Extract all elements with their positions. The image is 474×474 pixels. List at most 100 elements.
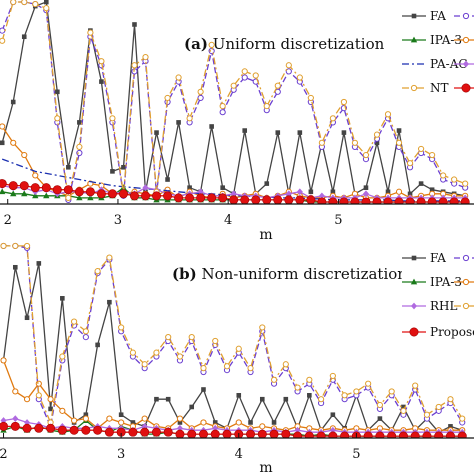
data-point <box>175 429 185 438</box>
data-point <box>423 411 431 418</box>
data-point <box>188 334 195 341</box>
data-point <box>401 404 406 410</box>
legend-marker <box>461 83 471 93</box>
data-point <box>176 415 184 422</box>
data-point <box>163 191 173 201</box>
data-point <box>41 183 51 193</box>
data-point <box>154 130 159 135</box>
legend-label: IPA-3 <box>430 33 462 47</box>
data-point <box>87 29 94 36</box>
series-nt <box>0 242 466 426</box>
data-point <box>19 181 29 191</box>
x-tick-label: 2 <box>4 213 12 228</box>
data-point <box>207 193 217 203</box>
panel-a: 2 3 4 5 m (a) Uniform discretization FA L IPA-3 P… <box>0 0 474 243</box>
legend-entry-proposed: Proposed <box>402 325 474 339</box>
data-point <box>208 41 215 48</box>
data-point <box>176 120 181 125</box>
data-point <box>435 403 442 411</box>
data-point <box>174 193 184 203</box>
data-point <box>229 195 239 204</box>
legend-marker <box>462 254 470 262</box>
data-point <box>200 419 207 426</box>
data-point <box>21 34 27 40</box>
data-point <box>141 415 148 422</box>
data-point <box>220 185 225 190</box>
data-point <box>306 376 313 383</box>
data-point <box>223 363 231 370</box>
legend-entry-fa: FA <box>402 9 446 23</box>
data-point <box>74 187 84 197</box>
data-point <box>273 195 283 204</box>
series-fa <box>0 0 468 199</box>
data-point <box>263 102 270 110</box>
data-point <box>416 197 426 204</box>
data-point <box>66 164 71 170</box>
data-point <box>363 185 369 190</box>
legend-entry-lam <box>454 278 474 286</box>
data-point <box>118 189 128 199</box>
data-point <box>196 193 206 203</box>
data-point <box>35 392 42 399</box>
data-point <box>164 94 171 102</box>
data-point <box>385 189 391 195</box>
data-point <box>151 427 161 437</box>
data-point <box>317 396 325 403</box>
series-line <box>1 1 466 199</box>
x-tick-label: 3 <box>117 447 125 462</box>
data-point <box>241 74 248 81</box>
data-point <box>270 376 278 383</box>
x-tick-label: 2 <box>0 447 8 462</box>
data-point <box>82 328 89 335</box>
data-point <box>60 296 65 301</box>
plot-area <box>0 0 470 204</box>
data-point <box>457 431 467 438</box>
data-point <box>405 197 415 204</box>
data-point <box>176 353 184 360</box>
data-point <box>388 388 395 395</box>
data-point <box>76 143 83 150</box>
data-point <box>21 190 28 197</box>
data-point <box>259 423 266 430</box>
data-point <box>422 431 432 438</box>
data-point <box>387 431 397 438</box>
data-point <box>363 431 373 438</box>
data-point <box>82 334 89 341</box>
legend-marker <box>462 36 470 44</box>
data-point <box>24 315 30 321</box>
data-point <box>341 130 347 135</box>
data-point <box>34 423 44 433</box>
data-point <box>76 194 83 201</box>
data-point <box>106 415 113 422</box>
data-point <box>396 128 402 133</box>
data-point <box>459 415 466 422</box>
data-point <box>218 193 228 203</box>
data-point <box>383 197 393 204</box>
data-point <box>329 115 337 122</box>
legend-marker <box>463 60 469 68</box>
data-point <box>10 99 16 105</box>
data-point <box>0 421 9 431</box>
data-point <box>165 177 170 182</box>
data-point <box>285 62 292 69</box>
data-point <box>32 192 39 199</box>
x-tick-label: 4 <box>224 213 232 228</box>
data-point <box>10 190 17 197</box>
data-point <box>0 179 7 189</box>
data-point <box>230 82 237 89</box>
data-point <box>283 396 289 402</box>
data-point <box>257 429 267 438</box>
data-point <box>418 181 424 186</box>
legend-label: Proposed <box>430 325 474 339</box>
data-point <box>77 120 82 125</box>
data-point <box>96 189 106 199</box>
panel-b: 2 3 4 5 m (b) Non-uniform discretization FA L IP… <box>0 238 474 474</box>
data-point <box>407 191 413 197</box>
data-point <box>154 396 159 402</box>
data-point <box>281 429 291 438</box>
data-point <box>142 184 149 192</box>
data-point <box>340 431 350 438</box>
data-point <box>361 197 371 204</box>
data-point <box>46 423 56 433</box>
